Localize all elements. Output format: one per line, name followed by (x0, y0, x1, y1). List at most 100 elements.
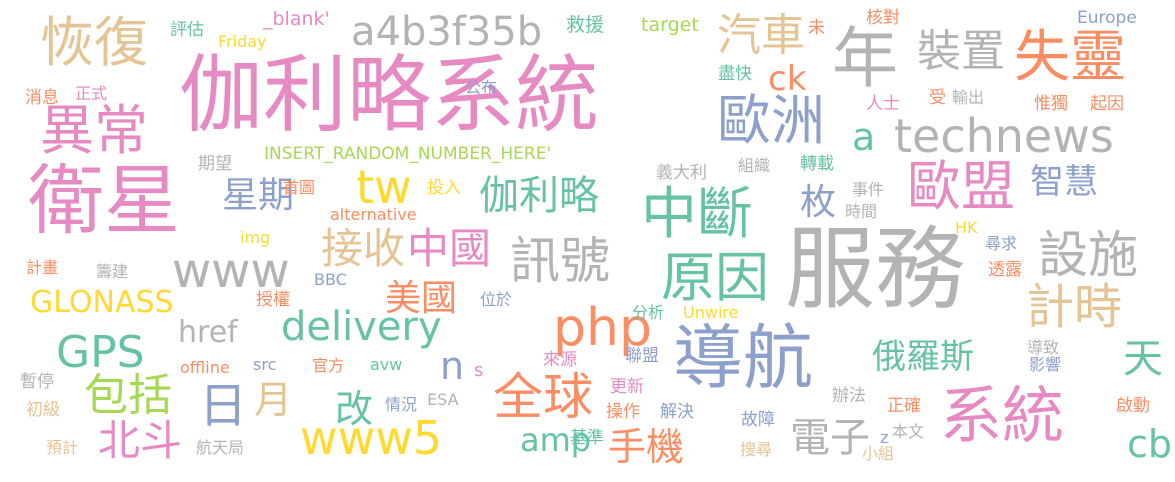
word-系統: 系統 (940, 379, 1065, 452)
word-delivery: delivery (281, 304, 442, 350)
word-GLONASS: GLONASS (30, 285, 174, 320)
word-公布: 公布 (465, 78, 498, 97)
word-小組: 小組 (862, 444, 895, 463)
word-img: img (240, 228, 271, 247)
word-中國: 中國 (407, 224, 492, 273)
word-尋求: 尋求 (985, 234, 1018, 253)
word-計時: 計時 (1026, 279, 1123, 335)
word-消息: 消息 (25, 88, 59, 108)
word-美國: 美國 (385, 278, 458, 319)
word-月: 月 (254, 378, 293, 422)
word-影響: 影響 (1029, 355, 1062, 374)
word-歐洲: 歐洲 (717, 89, 825, 152)
word-首圖: 首圖 (283, 178, 316, 197)
word-n: n (440, 344, 465, 388)
word-星期: 星期 (222, 175, 295, 216)
word-汽車: 汽車 (717, 10, 805, 61)
word-核對: 核對 (866, 8, 900, 28)
word-伽利略: 伽利略 (479, 173, 599, 219)
word-計畫: 計畫 (26, 258, 59, 277)
word-HK: HK (955, 218, 978, 237)
word-php: php (553, 298, 652, 358)
word-導致: 導致 (1027, 338, 1060, 357)
word-未: 未 (808, 18, 825, 38)
word-聯盟: 聯盟 (625, 346, 659, 366)
word-惟獨: 惟獨 (1034, 94, 1068, 114)
word-枚: 枚 (800, 182, 837, 223)
word-正式: 正式 (75, 84, 108, 103)
word-歐盟: 歐盟 (907, 155, 1015, 218)
word-投入: 投入 (427, 178, 461, 198)
word-接收: 接收 (321, 224, 406, 273)
word-訊號: 訊號 (510, 232, 610, 290)
word-GPS: GPS (56, 327, 145, 378)
word-義大利: 義大利 (656, 163, 707, 183)
word-事件: 事件 (852, 180, 885, 199)
word-全球: 全球 (493, 368, 593, 426)
word-原因: 原因 (661, 246, 769, 309)
word-technews: technews (894, 109, 1114, 163)
word-www5: www5 (300, 411, 443, 465)
word-更新: 更新 (610, 377, 644, 397)
word-z: z (880, 428, 889, 447)
word-官方: 官方 (312, 356, 345, 375)
word-人士: 人士 (866, 94, 900, 114)
word-籌建: 籌建 (96, 262, 129, 281)
word-恢復: 恢復 (40, 11, 148, 74)
word-故障: 故障 (741, 410, 775, 430)
word-基準: 基準 (570, 428, 604, 448)
word-起因: 起因 (1090, 94, 1124, 114)
word-tw: tw (356, 160, 412, 214)
word-航天局: 航天局 (196, 438, 245, 457)
word-失靈: 失靈 (1014, 25, 1126, 90)
word-期望: 期望 (198, 154, 232, 174)
word-辦法: 辦法 (832, 386, 866, 406)
word-a4b3f35b: a4b3f35b (351, 9, 543, 55)
word-正確: 正確 (887, 396, 921, 416)
word-位於: 位於 (480, 290, 513, 309)
word-啟動: 啟動 (1116, 396, 1150, 416)
word-avw: avw (370, 355, 403, 374)
word-操作: 操作 (606, 402, 640, 422)
word-電子: 電子 (790, 415, 870, 461)
word-中斷: 中斷 (641, 182, 753, 247)
word-來源: 來源 (543, 350, 577, 370)
word-Europe: Europe (1077, 8, 1137, 28)
word-offline: offline (180, 358, 230, 377)
word-href: href (178, 315, 238, 350)
word-評估: 評估 (170, 20, 204, 40)
word-導航: 導航 (673, 317, 813, 399)
word-target: target (641, 14, 699, 36)
word-救援: 救援 (566, 14, 605, 36)
word-搜尋: 搜尋 (740, 440, 773, 459)
word-轉載: 轉載 (800, 154, 834, 174)
word-包括: 包括 (84, 370, 172, 421)
word-a: a (852, 115, 876, 159)
word-授權: 授權 (256, 290, 290, 310)
word-盡快: 盡快 (718, 64, 752, 84)
word-暫停: 暫停 (20, 372, 54, 392)
word-北斗: 北斗 (98, 416, 183, 465)
word-Unwire: Unwire (683, 303, 739, 322)
word-透露: 透露 (988, 260, 1022, 280)
word-改: 改 (335, 387, 374, 431)
word-衛星: 衛星 (28, 156, 180, 245)
word-初級: 初級 (26, 400, 60, 420)
word-組織: 組織 (738, 156, 771, 175)
word-異常: 異常 (40, 99, 148, 162)
word-手機: 手機 (608, 425, 685, 469)
word-cb: cb (1127, 422, 1173, 466)
word-情況: 情況 (385, 395, 418, 414)
word-Friday: Friday (218, 32, 267, 51)
word-ck: ck (768, 59, 807, 99)
word-設施: 設施 (1038, 226, 1138, 284)
word-分析: 分析 (632, 303, 665, 322)
word-s: s (474, 360, 484, 381)
word-BBC: BBC (314, 270, 347, 289)
word-天: 天 (1123, 336, 1163, 382)
word-amp: amp (520, 421, 592, 459)
word-受: 受 (929, 88, 946, 108)
word-俄羅斯: 俄羅斯 (872, 337, 974, 377)
word-時間: 時間 (845, 202, 878, 221)
